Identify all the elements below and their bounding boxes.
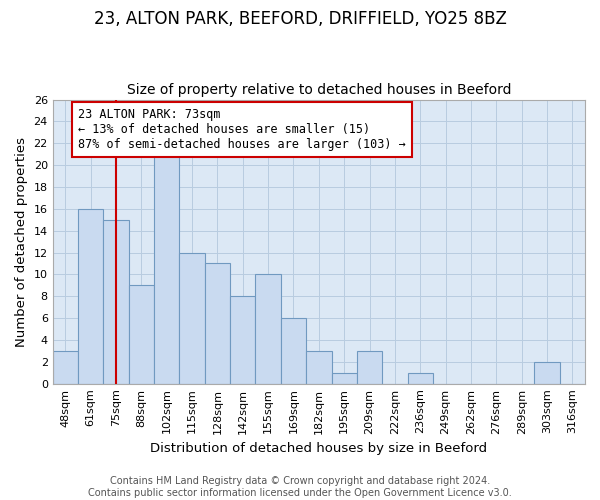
Title: Size of property relative to detached houses in Beeford: Size of property relative to detached ho… (127, 83, 511, 97)
Bar (205, 264, 230, 384)
Bar (78, 209, 103, 384)
Text: 23, ALTON PARK, BEEFORD, DRIFFIELD, YO25 8BZ: 23, ALTON PARK, BEEFORD, DRIFFIELD, YO25… (94, 10, 506, 28)
Bar (281, 318, 306, 384)
Bar (256, 274, 281, 384)
Text: Contains HM Land Registry data © Crown copyright and database right 2024.
Contai: Contains HM Land Registry data © Crown c… (88, 476, 512, 498)
Bar (179, 252, 205, 384)
Bar (306, 351, 332, 384)
Text: 23 ALTON PARK: 73sqm
← 13% of detached houses are smaller (15)
87% of semi-detac: 23 ALTON PARK: 73sqm ← 13% of detached h… (78, 108, 406, 152)
Bar (154, 154, 179, 384)
Bar (53, 351, 78, 384)
Bar (535, 362, 560, 384)
Bar (103, 220, 129, 384)
Y-axis label: Number of detached properties: Number of detached properties (15, 136, 28, 346)
Bar (357, 351, 382, 384)
X-axis label: Distribution of detached houses by size in Beeford: Distribution of detached houses by size … (150, 442, 487, 455)
Bar (332, 373, 357, 384)
Bar (230, 296, 256, 384)
Bar (129, 286, 154, 384)
Bar (407, 373, 433, 384)
